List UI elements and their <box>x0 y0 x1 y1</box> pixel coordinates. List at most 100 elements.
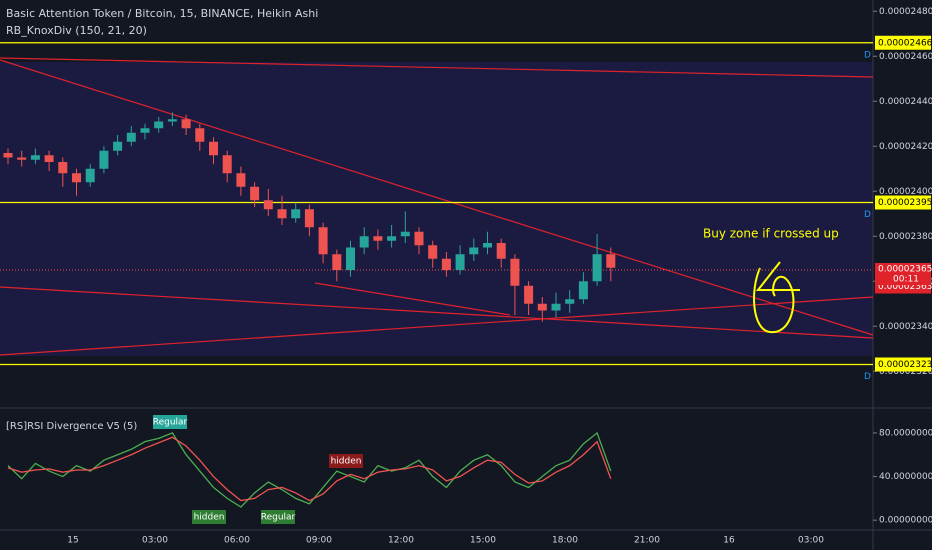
candle-body <box>469 247 479 255</box>
trend-line <box>0 296 874 356</box>
y-tick-label: 0.00002340 <box>879 322 932 332</box>
candle-body <box>44 155 54 162</box>
candle-body <box>510 258 520 286</box>
divergence-box <box>329 454 363 468</box>
hand-drawing <box>753 261 800 334</box>
y-tick-label: 0.00002320 <box>879 367 932 377</box>
rsi-line <box>7 431 612 508</box>
candle-body <box>113 141 123 151</box>
divergence-box <box>192 510 226 524</box>
ma-price-label: 0.00002363 <box>878 282 932 292</box>
x-tick-label: 03:00 <box>798 536 824 546</box>
candle-body <box>428 245 438 259</box>
candle-body <box>537 303 547 311</box>
x-tick-label: 12:00 <box>388 536 414 546</box>
level-label: 0.00002466 <box>878 38 932 48</box>
level-box <box>875 35 931 50</box>
level-box <box>875 357 931 372</box>
divergence-label: hidden <box>194 513 225 523</box>
x-tick-label: 03:00 <box>142 536 168 546</box>
x-tick-label: 09:00 <box>306 536 332 546</box>
y-tick-label: 40.00000000 <box>879 472 932 482</box>
candle-body <box>578 281 588 300</box>
indicator-title: RB_KnoxDiv (150, 21, 20) <box>6 24 147 37</box>
candle-body <box>483 243 492 248</box>
candle-body <box>565 299 575 304</box>
x-tick-label: 21:00 <box>634 536 660 546</box>
candle-body <box>400 231 410 237</box>
divergence-label: Regular <box>153 418 188 428</box>
candle-body <box>154 121 164 129</box>
candle-body <box>3 153 13 158</box>
x-tick-label: 06:00 <box>224 536 250 546</box>
candle-body <box>277 209 287 219</box>
candle-body <box>126 132 136 142</box>
x-tick-label: 15:00 <box>470 536 496 546</box>
last-price-label: 0.00002365 <box>878 265 932 275</box>
y-tick-label: 0.00002380 <box>879 232 932 242</box>
rsi-line <box>7 436 612 502</box>
y-tick-label: 0.00000000 <box>879 516 932 526</box>
level-label: 0.00002323 <box>878 360 932 370</box>
candle-body <box>592 254 602 282</box>
y-tick-label: 0.00002400 <box>879 187 932 197</box>
candle-body <box>414 231 424 246</box>
candle-body <box>373 236 383 241</box>
level-tag: D <box>864 372 871 382</box>
y-tick-label: 80.00000000 <box>879 428 932 438</box>
divergence-box <box>153 415 187 429</box>
candle-body <box>85 168 95 183</box>
candle-body <box>387 236 397 241</box>
countdown: 00:11 <box>893 275 919 285</box>
rsi-title: [RS]RSI Divergence V5 (5) <box>6 421 137 432</box>
candle-body <box>291 209 301 219</box>
y-tick-label: 0.00002480 <box>879 7 932 17</box>
level-tag: D <box>864 50 871 60</box>
y-tick-label: 0.00002460 <box>879 52 932 62</box>
candle-body <box>441 258 451 270</box>
trend-lines <box>0 57 874 356</box>
trend-line <box>314 282 511 316</box>
divergence-label: Regular <box>261 513 296 523</box>
candle-body <box>209 141 218 156</box>
candle-body <box>524 285 534 304</box>
candle-body <box>72 173 81 183</box>
divergence-box <box>261 510 295 524</box>
candle-body <box>304 209 314 228</box>
candle-body <box>332 254 342 270</box>
y-tick-label: 0.00002420 <box>879 142 932 152</box>
candle-body <box>318 227 328 255</box>
candle-body <box>140 128 150 133</box>
candle-body <box>455 254 465 270</box>
x-tick-label: 18:00 <box>552 536 578 546</box>
candle-body <box>263 200 273 210</box>
price-box <box>875 263 931 285</box>
candle-body <box>346 247 355 270</box>
candle-body <box>17 157 27 160</box>
level-label: 0.00002395 <box>878 198 932 208</box>
candle-body <box>99 150 109 169</box>
trend-line <box>0 57 874 78</box>
candle-body <box>222 155 232 174</box>
candle-body <box>181 119 191 129</box>
y-tick-label: 0.00002440 <box>879 97 932 107</box>
level-tag: D <box>864 210 871 220</box>
divergence-label: hidden <box>331 457 362 467</box>
trend-line <box>0 59 874 336</box>
level-box <box>875 195 931 210</box>
x-tick-label: 16 <box>723 536 735 546</box>
candle-body <box>58 162 68 174</box>
candle-body <box>236 173 246 187</box>
candle-body <box>167 119 177 122</box>
candle-body <box>30 155 40 160</box>
candle-body <box>195 128 205 142</box>
candle-body <box>606 254 616 268</box>
trend-line <box>0 286 874 339</box>
candle-body <box>359 236 369 248</box>
annotation: Buy zone if crossed up <box>703 227 839 241</box>
candle-body <box>551 303 561 311</box>
candle-body <box>250 186 260 201</box>
x-tick-label: 15 <box>67 536 78 546</box>
